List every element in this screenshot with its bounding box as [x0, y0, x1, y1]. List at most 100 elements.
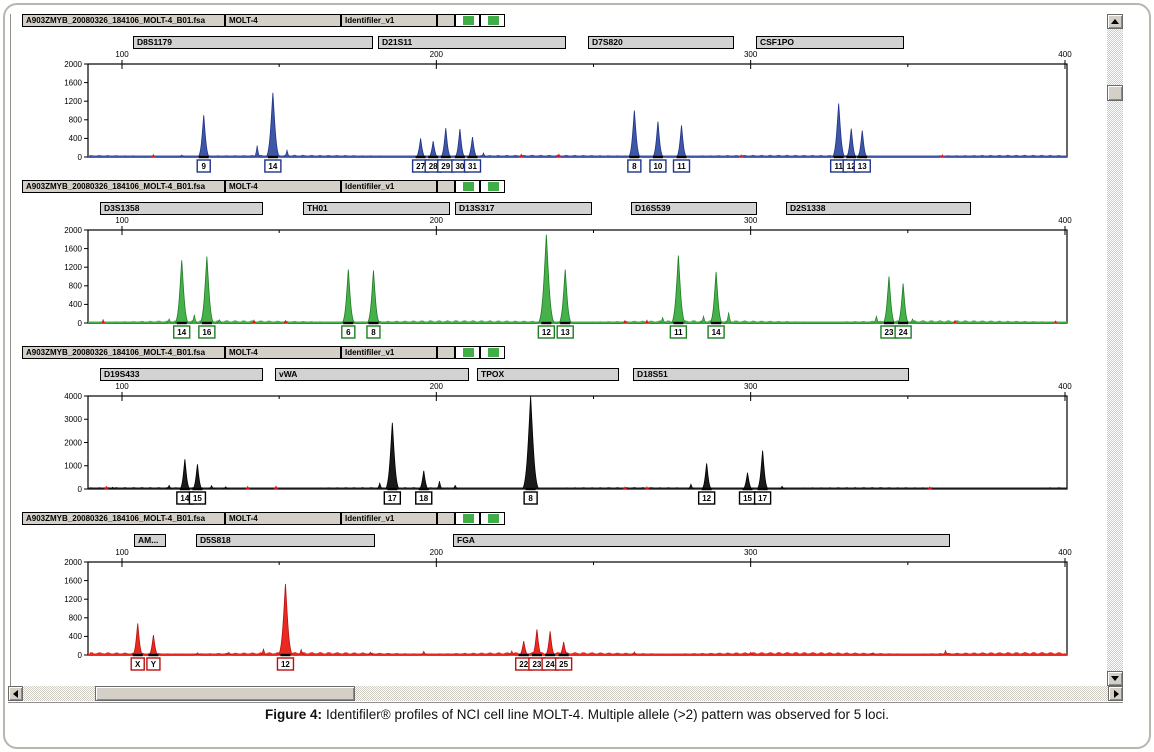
locus-marker-vWA[interactable]: vWA [275, 368, 469, 381]
allele-label-box[interactable] [894, 325, 912, 339]
locus-marker-D18S51[interactable]: D18S51 [633, 368, 909, 381]
locus-marker-TH01[interactable]: TH01 [303, 202, 450, 215]
scroll-up-button[interactable] [1107, 14, 1123, 29]
allele-label-box[interactable] [383, 491, 402, 505]
peak-call-bar [541, 321, 552, 325]
allele-peak-8 [366, 270, 381, 324]
peak-call-bar [343, 321, 354, 325]
locus-marker-CSF1PO[interactable]: CSF1PO [756, 36, 904, 49]
artifact-peak [518, 153, 524, 158]
allele-label-box[interactable] [463, 159, 482, 173]
allele-label-box[interactable] [173, 325, 191, 339]
scroll-right-button[interactable] [1108, 686, 1123, 701]
minor-peak [873, 314, 880, 324]
allele-label-text: 12 [702, 494, 711, 503]
horizontal-scrollbar-track[interactable] [23, 686, 1108, 701]
locus-marker-D8S1179[interactable]: D8S1179 [133, 36, 373, 49]
artifact-peak [622, 486, 628, 490]
allele-label-box[interactable] [556, 325, 574, 339]
locus-marker-D3S1358[interactable]: D3S1358 [100, 202, 263, 215]
allele-label-box[interactable] [853, 159, 871, 173]
allele-label-text: X [135, 660, 141, 669]
allele-peak-9 [197, 115, 211, 158]
horizontal-scrollbar[interactable] [8, 686, 1123, 701]
quality-flag-cell [480, 512, 505, 525]
allele-label-box[interactable] [146, 657, 161, 671]
allele-label-box[interactable] [537, 325, 556, 339]
artifact-peak [952, 319, 958, 324]
allele-label-box[interactable] [669, 325, 688, 339]
allele-label-box[interactable] [188, 491, 207, 505]
allele-peak-13 [855, 130, 869, 158]
sample-name: MOLT-4 [225, 180, 341, 193]
allele-label-text: 10 [653, 162, 662, 171]
scroll-down-button[interactable] [1107, 671, 1123, 686]
allele-label-text: Y [151, 660, 157, 669]
allele-label-box[interactable] [707, 325, 725, 339]
minor-peak [166, 318, 173, 324]
allele-label-box[interactable] [554, 657, 573, 671]
allele-label-box[interactable] [198, 325, 216, 339]
peak-call-bar [428, 155, 439, 159]
window-bottom-border [8, 702, 1123, 703]
allele-label-box[interactable] [697, 491, 716, 505]
y-axis-tick-label: 1600 [64, 244, 82, 253]
minor-peak [283, 148, 291, 158]
allele-label-text: 12 [542, 328, 551, 337]
vertical-scrollbar[interactable] [1107, 14, 1123, 686]
allele-label-text: 11 [834, 162, 843, 171]
scroll-left-button[interactable] [8, 686, 23, 701]
minor-peak [225, 651, 232, 656]
locus-marker-AM[interactable]: AM... [134, 534, 166, 547]
locus-marker-FGA[interactable]: FGA [453, 534, 950, 547]
sample-name: MOLT-4 [225, 346, 341, 359]
allele-label-text: 14 [177, 328, 186, 337]
minor-peak [700, 314, 707, 324]
allele-label-box[interactable] [196, 159, 211, 173]
artifact-peak [151, 153, 156, 158]
allele-label-text: 8 [528, 494, 533, 503]
locus-marker-D5S818[interactable]: D5S818 [196, 534, 375, 547]
peak-call-bar [280, 653, 291, 657]
y-axis-tick-label: 400 [69, 632, 83, 641]
minor-peak [942, 649, 949, 656]
x-axis-tick-label: 300 [744, 216, 758, 225]
vertical-scrollbar-track[interactable] [1107, 29, 1123, 671]
quality-flag-cell [455, 346, 480, 359]
arrow-left-icon [13, 690, 18, 698]
allele-label-box[interactable] [130, 657, 145, 671]
locus-marker-TPOX[interactable]: TPOX [477, 368, 619, 381]
locus-marker-D13S317[interactable]: D13S317 [455, 202, 592, 215]
minor-peak [376, 481, 383, 490]
allele-label-text: 17 [758, 494, 767, 503]
allele-label-box[interactable] [753, 491, 772, 505]
peak-call-bar [132, 653, 143, 657]
quality-flag-green-square-icon [463, 348, 474, 357]
locus-marker-D7S820[interactable]: D7S820 [588, 36, 734, 49]
allele-label-box[interactable] [366, 325, 381, 339]
locus-marker-D21S11[interactable]: D21S11 [378, 36, 566, 49]
locus-marker-D19S433[interactable]: D19S433 [100, 368, 263, 381]
x-axis-tick-label: 200 [430, 216, 444, 225]
allele-label-box[interactable] [649, 159, 667, 173]
peak-call-bar [467, 155, 478, 159]
x-axis-tick-label: 400 [1058, 548, 1072, 557]
minor-peak [909, 318, 916, 324]
allele-peak-11 [675, 125, 688, 158]
horizontal-scrollbar-thumb[interactable] [95, 686, 355, 701]
locus-marker-D16S539[interactable]: D16S539 [631, 202, 757, 215]
sample-file-name: A903ZMYB_20080326_184106_MOLT-4_B01.fsa [22, 180, 225, 193]
electropherogram-panel-black: A903ZMYB_20080326_184106_MOLT-4_B01.fsa M… [10, 346, 1107, 512]
panel-name: Identifiler_v1 [341, 14, 437, 27]
allele-label-box[interactable] [264, 159, 282, 173]
allele-label-box[interactable] [415, 491, 433, 505]
allele-label-box[interactable] [672, 159, 691, 173]
allele-label-box[interactable] [341, 325, 356, 339]
locus-marker-D2S1338[interactable]: D2S1338 [786, 202, 971, 215]
vertical-scrollbar-thumb[interactable] [1107, 85, 1123, 101]
allele-label-box[interactable] [276, 657, 295, 671]
allele-label-box[interactable] [523, 491, 538, 505]
allele-label-text: 14 [180, 494, 189, 503]
allele-label-box[interactable] [627, 159, 642, 173]
